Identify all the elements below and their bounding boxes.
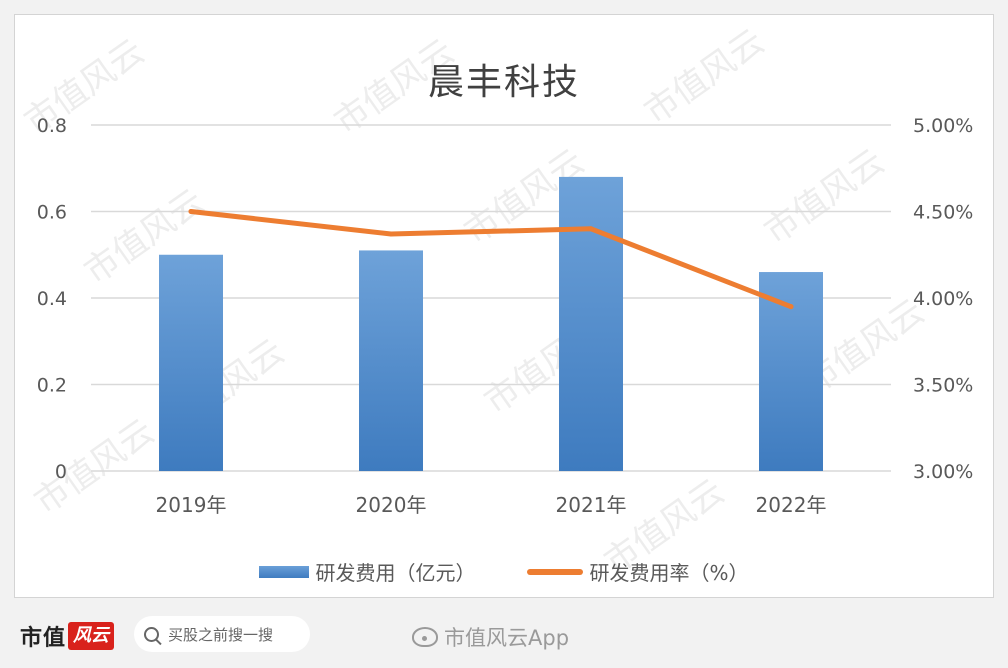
y-left-tick-label: 0.4: [37, 288, 67, 310]
weibo-icon: [412, 627, 438, 647]
legend-swatch-line: [527, 568, 584, 575]
line-point: [788, 304, 794, 310]
x-tick-label: 2019年: [156, 493, 227, 517]
y-right-tick-label: 4.00%: [913, 288, 973, 310]
chart-legend: 研发费用（亿元） 研发费用率（%）: [15, 557, 993, 586]
bar: [759, 272, 823, 471]
legend-swatch-bar: [259, 565, 310, 578]
x-tick-label: 2020年: [356, 493, 427, 517]
line-point: [588, 226, 594, 232]
y-right-tick-label: 3.00%: [913, 461, 973, 483]
bar: [359, 250, 423, 471]
source-credit: 市值风云App: [412, 622, 569, 652]
watermark-text: 市值风云: [757, 142, 891, 253]
brand-mark: 风云: [68, 622, 115, 650]
chart-card: 市值风云 市值风云 市值风云 市值风云 市值风云 市值风云 市值风云 市值风云 市值风云 市值风云…: [14, 14, 994, 598]
y-right-tick-label: 3.50%: [913, 375, 973, 397]
x-tick-label: 2021年: [556, 493, 627, 517]
legend-item-rd-expense: 研发费用（亿元）: [259, 557, 475, 586]
watermark-text: 市值风云: [27, 412, 161, 523]
y-left-tick-label: 0: [55, 461, 67, 483]
y-right-tick-label: 5.00%: [913, 115, 973, 137]
footer-bar: 市值 风云 买股之前搜一搜 市值风云App: [0, 604, 1008, 668]
y-left-tick-label: 0.6: [37, 202, 67, 224]
search-placeholder: 买股之前搜一搜: [168, 625, 274, 644]
y-left-tick-label: 0.2: [37, 375, 67, 397]
legend-label-rd-ratio: 研发费用率（%）: [589, 561, 749, 585]
line-point: [188, 209, 194, 214]
search-icon: [144, 626, 159, 642]
brand-text: 市值: [20, 626, 67, 651]
legend-item-rd-ratio: 研发费用率（%）: [527, 557, 749, 586]
y-right-tick-label: 4.50%: [913, 202, 973, 224]
source-text: 市值风云App: [444, 626, 570, 650]
chart-title: 晨丰科技: [427, 62, 580, 103]
line-series-rd-ratio: [188, 209, 794, 310]
search-box[interactable]: 买股之前搜一搜: [134, 616, 310, 652]
line-point: [388, 231, 394, 237]
brand-logo: 市值 风云: [20, 620, 115, 652]
legend-label-rd-expense: 研发费用（亿元）: [315, 561, 476, 585]
bar: [159, 254, 223, 471]
bar: [559, 176, 623, 471]
y-left-tick-label: 0.8: [37, 115, 67, 137]
x-tick-label: 2022年: [756, 493, 827, 517]
